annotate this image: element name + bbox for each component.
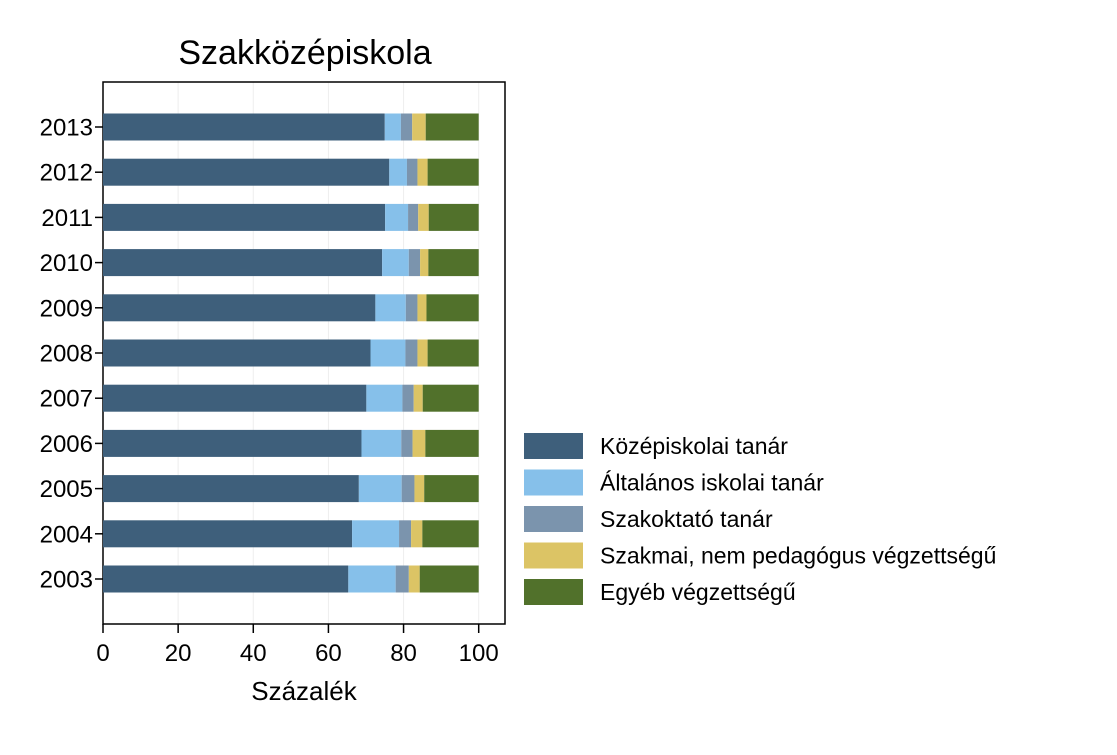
bar-segment	[103, 249, 383, 277]
bar-segment	[103, 113, 385, 141]
bar-segment	[389, 158, 407, 186]
legend-swatch	[524, 542, 583, 569]
y-tick-label: 2013	[40, 115, 93, 142]
bar-segment	[417, 339, 428, 367]
y-tick-label: 2012	[40, 160, 93, 187]
bar-segment	[103, 565, 349, 593]
legend-label: Középiskolai tanár	[600, 433, 788, 459]
bar-segment	[348, 565, 396, 593]
bar-segment	[385, 203, 409, 231]
bar-segment	[417, 158, 428, 186]
bar-segment	[370, 339, 406, 367]
y-tick-label: 2009	[40, 295, 93, 322]
bar-segment	[413, 384, 423, 412]
x-axis: 0 20 40 60 80 100	[96, 624, 499, 667]
bar-segment	[427, 158, 479, 186]
legend-label: Szakmai, nem pedagógus végzettségű	[600, 543, 996, 569]
bar-segment	[352, 520, 400, 548]
legend-label: Szakoktató tanár	[600, 506, 773, 532]
bar-segment	[358, 475, 402, 503]
bar-segment	[417, 294, 427, 322]
x-tick-label: 80	[390, 640, 417, 667]
legend-swatch	[524, 433, 583, 459]
y-tick-label: 2008	[40, 341, 93, 368]
bar-segment	[103, 294, 376, 322]
bar-segment	[405, 294, 418, 322]
bar-segment	[427, 339, 479, 367]
bar-segment	[412, 429, 426, 457]
bar-segment	[428, 249, 479, 277]
chart-title: Szakközépiskola	[178, 34, 431, 72]
bar-segment	[103, 384, 367, 412]
bar-segment	[400, 113, 413, 141]
bar-segment	[411, 520, 423, 548]
y-tick-labels: 2013 2012 2011 2010 2009 2008 2007 2006 2005 2004…	[40, 115, 103, 594]
bar-segment	[401, 475, 415, 503]
bar-segment	[408, 565, 420, 593]
bar-segment	[408, 249, 421, 277]
bar-segment	[103, 475, 359, 503]
bar-segment	[361, 429, 402, 457]
bar-segment	[420, 249, 429, 277]
bar-segment	[366, 384, 403, 412]
bar-segment	[384, 113, 401, 141]
legend-swatch	[524, 506, 583, 532]
x-axis-label: Százalék	[251, 676, 357, 706]
bar-segment	[425, 113, 479, 141]
bar-segment	[405, 339, 418, 367]
bar-segment	[103, 520, 353, 548]
x-tick-label: 0	[96, 640, 109, 667]
y-tick-label: 2004	[40, 521, 93, 548]
bar-segment	[424, 475, 479, 503]
y-tick-label: 2011	[41, 205, 93, 232]
bar-segment	[408, 203, 419, 231]
bar-segment	[406, 158, 418, 186]
bar-segment	[422, 384, 479, 412]
legend-label: Általános iskolai tanár	[600, 470, 824, 496]
bar-segment	[425, 429, 479, 457]
y-tick-label: 2010	[40, 250, 93, 277]
y-tick-label: 2005	[40, 476, 93, 503]
legend-swatch	[524, 469, 583, 496]
bar-segment	[103, 158, 390, 186]
bar-segment	[422, 520, 479, 548]
bar-segment	[395, 565, 409, 593]
legend: Középiskolai tanár Általános iskolai taná…	[524, 433, 996, 605]
bar-segment	[402, 384, 414, 412]
bar-segment	[382, 249, 409, 277]
bar-segment	[418, 203, 429, 231]
bars	[103, 113, 479, 593]
bar-segment	[103, 339, 371, 367]
x-tick-label: 100	[459, 640, 499, 667]
bar-segment	[103, 203, 386, 231]
legend-label: Egyéb végzettségű	[600, 579, 796, 605]
x-tick-label: 60	[315, 640, 342, 667]
legend-swatch	[524, 579, 583, 605]
x-tick-label: 20	[165, 640, 192, 667]
y-tick-label: 2007	[40, 386, 93, 413]
bar-segment	[412, 113, 426, 141]
bar-segment	[426, 294, 479, 322]
bar-segment	[375, 294, 406, 322]
bar-segment	[428, 203, 479, 231]
y-tick-label: 2006	[40, 431, 93, 458]
bar-segment	[401, 429, 413, 457]
bar-segment	[103, 429, 362, 457]
bar-segment	[414, 475, 425, 503]
x-tick-label: 40	[240, 640, 267, 667]
y-tick-label: 2003	[40, 567, 93, 594]
bar-segment	[399, 520, 412, 548]
bar-segment	[419, 565, 479, 593]
